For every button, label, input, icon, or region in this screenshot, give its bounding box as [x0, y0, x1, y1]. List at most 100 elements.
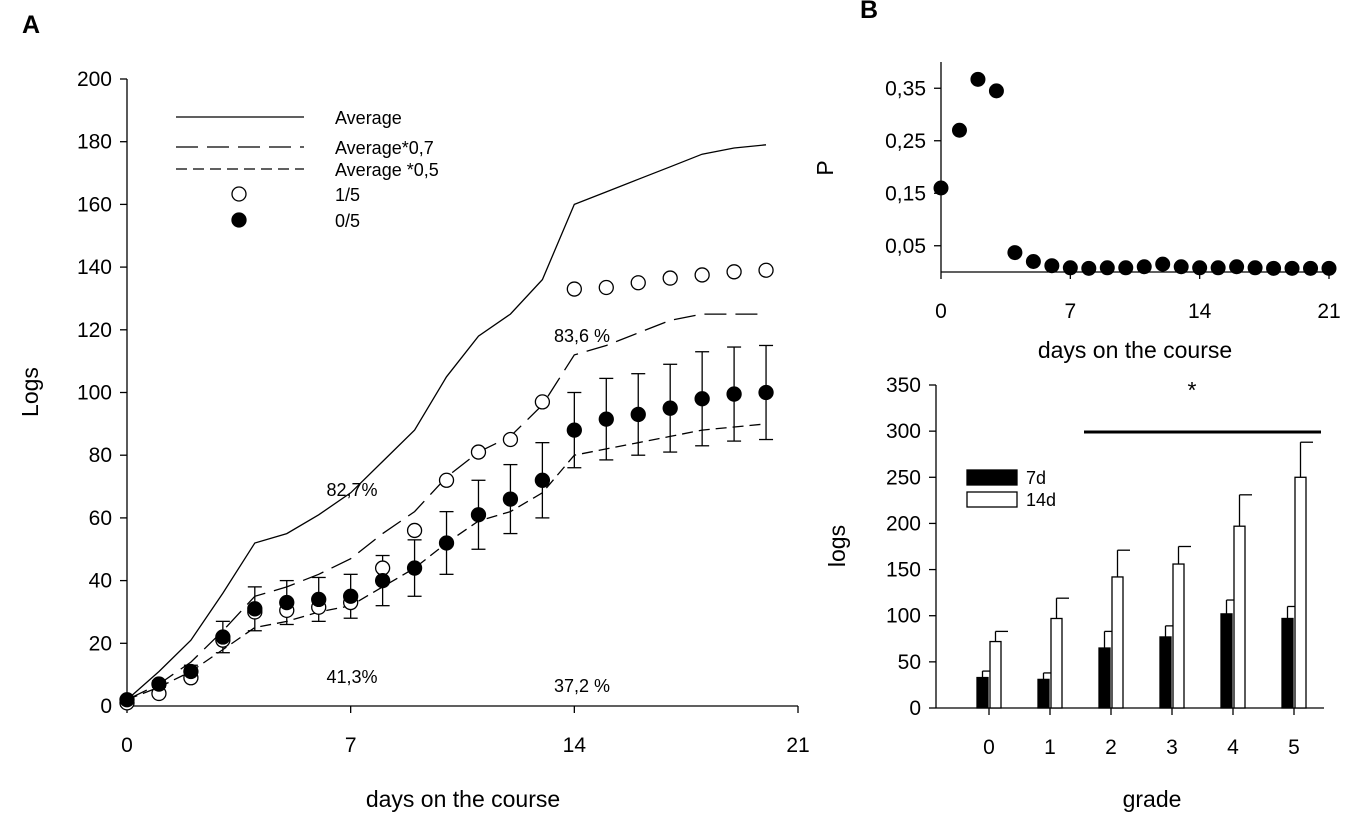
data-point-open [598, 279, 614, 296]
panel-a-y-tick-label: 120 [77, 319, 112, 342]
data-point-filled [630, 406, 646, 423]
data-point-open [726, 264, 742, 280]
panel-b-x-tick-label: 0 [935, 300, 947, 323]
panel-a-y-tick-label: 40 [89, 570, 112, 593]
panel-a-y-tick-label: 160 [77, 193, 112, 216]
series-line-solid [126, 144, 767, 701]
p-value-point [970, 71, 986, 87]
panel-c-x-axis-label: grade [1123, 786, 1182, 812]
panel-a-line-chart: A Logs days on the course 82,7% 83,6 % 4… [17, 11, 810, 812]
data-point-filled [726, 386, 742, 402]
panel-a-y-tick-label: 140 [77, 256, 112, 279]
p-value-point [1025, 254, 1041, 269]
data-point-filled [119, 692, 135, 708]
panel-a-x-tick-label: 0 [121, 734, 133, 757]
significance-marker: * [1188, 377, 1197, 403]
p-value-point [1229, 259, 1245, 275]
legend-swatch-open-circle [231, 186, 247, 202]
data-point-filled [151, 676, 167, 692]
data-point-open [438, 472, 455, 488]
annotation-41-3: 41,3% [326, 667, 377, 687]
panel-a-x-axis-label: days on the course [366, 786, 560, 812]
panel-a-y-tick-label: 60 [89, 507, 112, 530]
data-point-open [694, 267, 710, 283]
panel-a-x-tick-label: 14 [563, 734, 587, 757]
p-value-point [1062, 260, 1078, 276]
data-point-filled [502, 491, 519, 507]
p-value-point [1044, 258, 1060, 274]
panel-a-y-tick-label: 80 [89, 444, 112, 467]
panel-c-x-tick-label: 0 [983, 736, 995, 759]
panel-a-y-tick-label: 200 [77, 68, 112, 91]
bar-14d [1111, 576, 1124, 709]
p-value-point [1321, 260, 1337, 276]
panel-c-y-tick-label: 300 [886, 420, 921, 443]
panel-c-y-tick-label: 150 [886, 559, 921, 582]
bar-14d [1172, 563, 1185, 709]
legend-label: 0/5 [335, 211, 360, 231]
bar-14d [1233, 525, 1246, 709]
panel-c-y-tick-label: 350 [886, 374, 921, 397]
bar-14d [989, 640, 1002, 709]
bar-7d [1098, 647, 1111, 709]
panel-a-label: A [22, 11, 40, 39]
p-value-point [1173, 259, 1189, 275]
p-value-point [933, 180, 949, 196]
panel-c-y-axis-label: logs [824, 525, 850, 567]
data-point-filled [662, 400, 678, 416]
series-line-long-dash [126, 313, 766, 701]
legend-label: Average *0,5 [335, 160, 439, 180]
panel-b-y-axis-label: P [812, 160, 838, 175]
bar-7d [1220, 613, 1233, 709]
data-point-filled [566, 422, 582, 438]
data-point-open [534, 394, 551, 410]
bar-7d [1037, 678, 1050, 709]
data-point-filled [758, 384, 774, 401]
legend-label: Average*0,7 [335, 138, 434, 158]
panel-a-y-tick-label: 20 [89, 632, 112, 655]
p-value-point [1266, 260, 1282, 276]
data-point-open [406, 522, 423, 539]
bar-14d [1050, 617, 1063, 709]
panel-a-y-tick-label: 180 [77, 131, 112, 154]
bar-14d [1294, 476, 1307, 709]
p-value-point [1303, 260, 1319, 276]
panel-c-x-tick-label: 3 [1166, 736, 1178, 759]
panel-b-x-tick-label: 14 [1188, 300, 1212, 323]
data-point-filled [406, 560, 423, 576]
p-value-point [988, 83, 1004, 99]
panel-c-y-tick-label: 250 [886, 466, 921, 489]
p-value-point [1247, 260, 1263, 276]
p-value-point [1099, 260, 1115, 276]
p-value-point [1210, 260, 1226, 276]
data-point-filled [215, 629, 231, 645]
panel-a-x-tick-label: 21 [786, 734, 809, 757]
data-point-filled [247, 601, 263, 617]
bar-7d [976, 676, 989, 709]
p-value-point [1192, 260, 1208, 276]
legend-label: 14d [1026, 490, 1056, 510]
data-point-filled [534, 472, 551, 488]
annotation-37-2: 37,2 % [554, 676, 610, 696]
data-point-filled [470, 507, 487, 523]
panel-b-y-tick-label: 0,15 [885, 182, 926, 205]
panel-c-x-tick-label: 4 [1227, 736, 1239, 759]
panel-b-x-tick-label: 7 [1064, 300, 1076, 323]
p-value-point [1118, 260, 1134, 276]
panel-c-y-tick-label: 100 [886, 605, 921, 628]
legend-swatch-filled-circle [231, 212, 247, 228]
panel-b-y-tick-label: 0,05 [885, 235, 926, 258]
data-point-filled [438, 535, 455, 551]
p-value-point [1284, 260, 1300, 276]
panel-a-y-axis-label: Logs [17, 367, 43, 417]
panel-c-y-tick-label: 200 [886, 512, 921, 535]
data-point-open [470, 444, 487, 460]
data-point-filled [598, 411, 614, 427]
p-value-point [1136, 259, 1152, 275]
panel-b-x-tick-label: 21 [1317, 300, 1340, 323]
p-value-point [1155, 256, 1171, 272]
bar-7d [1159, 636, 1172, 709]
panel-b-y-tick-label: 0,35 [885, 77, 926, 100]
panel-a-y-tick-label: 100 [77, 382, 112, 405]
